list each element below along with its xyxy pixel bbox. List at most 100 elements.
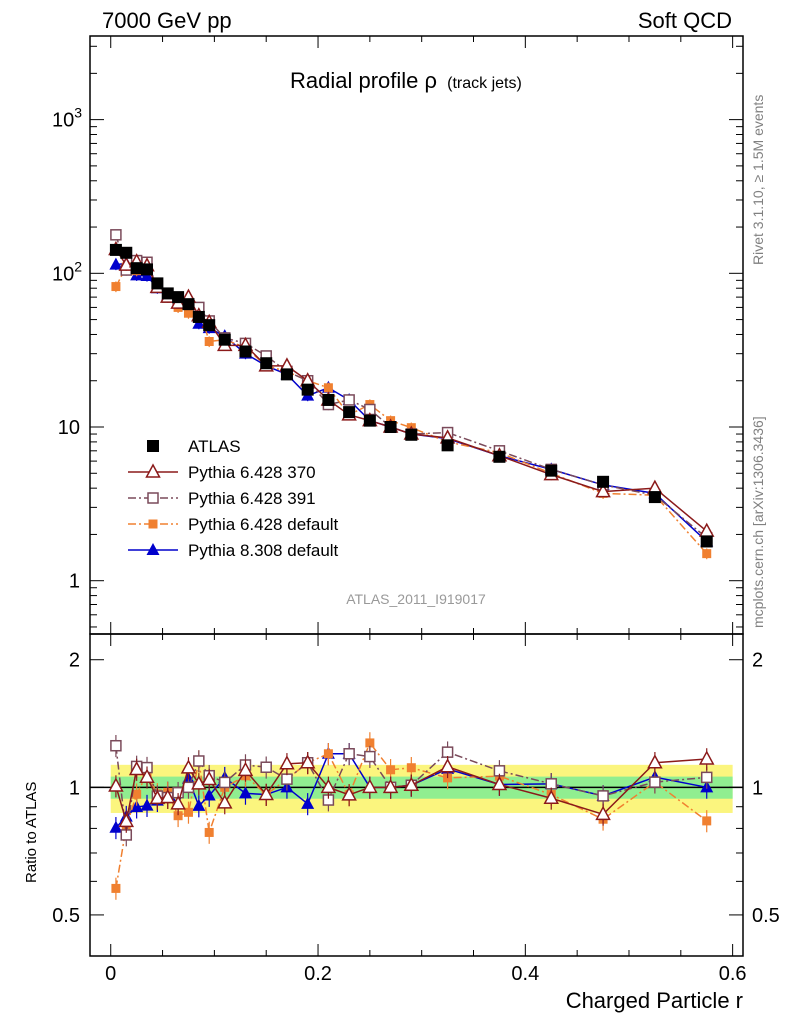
data-point-main	[182, 298, 195, 311]
data-point-ratio	[406, 763, 416, 773]
data-point-ratio	[159, 788, 176, 804]
legend-marker	[147, 492, 159, 504]
data-point-ratio	[204, 827, 214, 837]
data-point-ratio	[118, 812, 135, 828]
data-point-main	[301, 383, 314, 396]
data-point-main	[322, 393, 335, 406]
data-point-ratio	[258, 785, 274, 801]
data-point-ratio	[218, 776, 231, 789]
data-point-ratio	[597, 790, 609, 802]
y-tick-label-ratio-right: 0.5	[752, 905, 780, 927]
data-point-ratio	[545, 778, 557, 790]
data-point-main	[648, 491, 661, 504]
data-point-main	[130, 262, 143, 275]
data-point-ratio	[320, 778, 337, 794]
data-point-ratio	[365, 738, 375, 748]
rivet-version-label: Rivet 3.1.10, ≥ 1.5M events	[750, 95, 766, 265]
data-point-ratio	[109, 820, 123, 833]
header-left-label: 7000 GeV pp	[102, 8, 232, 33]
series-layer	[108, 229, 715, 900]
series-line-ratio	[115, 741, 708, 889]
series-line-ratio	[115, 745, 707, 836]
data-point-ratio	[201, 770, 217, 786]
data-point-main	[151, 277, 164, 290]
legend: ATLAS Pythia 6.428 370 Pythia 6.428 391 Pyt…	[128, 437, 339, 560]
legend-marker	[148, 519, 158, 529]
mcplots-label: mcplots.cern.ch [arXiv:1306.3436]	[750, 416, 766, 628]
data-point-main	[172, 291, 185, 304]
legend-label: Pythia 6.428 391	[188, 489, 316, 508]
legend-label: Pythia 6.428 default	[188, 515, 339, 534]
data-point-main	[323, 383, 333, 393]
data-point-ratio	[702, 816, 712, 826]
legend-label: Pythia 8.308 default	[188, 541, 339, 560]
series-atlas	[109, 243, 713, 548]
data-point-main	[493, 450, 506, 463]
data-point-ratio	[216, 794, 233, 809]
data-point-ratio	[182, 781, 195, 794]
x-axis-label: Charged Particle r	[566, 988, 743, 1013]
data-point-ratio	[140, 798, 154, 811]
data-point-main	[111, 282, 121, 292]
data-point-ratio	[149, 789, 166, 805]
data-point-main	[441, 439, 454, 452]
series-pythia-6-428-370	[108, 240, 715, 833]
legend-entry: Pythia 8.308 default	[128, 541, 339, 560]
data-point-main	[183, 308, 193, 318]
x-tick-label: 0.2	[304, 963, 332, 985]
y-tick-label-main: 102	[52, 258, 82, 285]
data-point-ratio	[323, 749, 333, 759]
data-point-ratio	[191, 775, 207, 790]
legend-label: ATLAS	[188, 437, 241, 456]
x-tick-label: 0	[105, 963, 116, 985]
series-line-main	[115, 234, 708, 539]
data-point-ratio	[279, 755, 295, 770]
data-point-main	[698, 522, 715, 537]
data-point-ratio	[595, 805, 611, 821]
data-point-ratio	[180, 759, 197, 774]
legend-entry: Pythia 6.428 default	[128, 515, 339, 534]
data-point-ratio	[343, 748, 355, 760]
y-tick-label-main: 1	[69, 571, 80, 593]
data-point-ratio	[543, 789, 560, 805]
data-point-main	[120, 246, 133, 259]
legend-entry: ATLAS	[147, 437, 241, 456]
header-right-label: Soft QCD	[638, 8, 732, 33]
data-point-main	[384, 421, 397, 434]
y-tick-label-ratio: 1	[69, 777, 80, 799]
data-point-main	[192, 310, 205, 323]
data-point-main	[218, 333, 231, 346]
y-tick-label-ratio-right: 2	[752, 650, 763, 672]
data-point-main	[280, 368, 293, 381]
data-point-ratio	[260, 761, 272, 773]
data-point-main	[110, 229, 122, 241]
data-point-ratio	[183, 807, 193, 817]
data-point-main	[161, 287, 174, 300]
axis-ticks: 0 0.2 0.4 0.6 1 10 102 103 0.5 0.5 1 1 2 2	[52, 36, 780, 985]
ratio-panel-frame	[89, 633, 744, 957]
x-tick-label: 0.6	[719, 963, 747, 985]
data-point-ratio	[130, 800, 144, 813]
data-point-ratio	[192, 798, 206, 811]
data-point-main	[203, 319, 216, 332]
data-point-ratio	[491, 775, 508, 791]
data-point-main	[595, 483, 611, 498]
legend-entry: Pythia 6.428 391	[128, 489, 316, 508]
data-point-main	[597, 475, 610, 488]
chart-subtitle: (track jets)	[447, 75, 522, 92]
data-point-ratio	[128, 760, 145, 776]
data-point-main	[700, 535, 713, 548]
data-point-ratio	[170, 795, 186, 810]
data-point-ratio	[108, 777, 124, 792]
data-point-ratio	[341, 786, 357, 801]
data-point-ratio	[238, 786, 252, 799]
legend-entry: Pythia 6.428 370	[128, 463, 316, 482]
y-tick-label-ratio-right: 1	[752, 777, 763, 799]
data-point-ratio	[441, 746, 454, 758]
data-point-ratio	[111, 883, 121, 893]
data-point-ratio	[173, 811, 183, 821]
data-point-ratio	[301, 796, 315, 809]
legend-marker	[145, 463, 161, 478]
data-point-main	[204, 337, 214, 347]
data-point-ratio	[382, 778, 399, 794]
